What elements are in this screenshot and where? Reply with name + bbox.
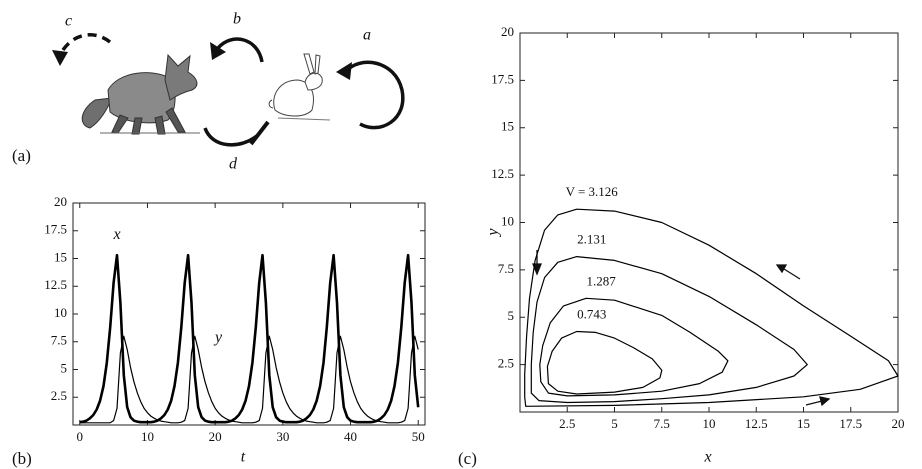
series-label: x	[112, 226, 120, 243]
y-tick-label: 5	[61, 360, 68, 375]
panel-label: (c)	[458, 449, 477, 468]
label-a: a	[363, 27, 371, 44]
x-tick-label: 17.5	[839, 416, 862, 431]
arrow-b	[216, 37, 264, 63]
y-tick-label: 15	[54, 249, 67, 264]
orbit	[546, 330, 663, 395]
x-tick-label: 15	[797, 416, 810, 431]
y-tick-label: 12.5	[491, 166, 514, 181]
x-tick-label: 30	[276, 429, 289, 444]
y-axis-label: y	[485, 228, 502, 238]
x-tick-label: 12.5	[745, 416, 768, 431]
y-tick-label: 7.5	[498, 261, 514, 276]
y-tick-label: 2.5	[51, 388, 67, 403]
orbit-label: 1.287	[587, 273, 617, 288]
orbit	[524, 208, 899, 407]
y-tick-label: 20	[54, 194, 67, 209]
x-tick-label: 50	[412, 429, 425, 444]
y-tick-label: 7.5	[51, 333, 67, 348]
series-line	[79, 253, 420, 424]
arrowhead-c	[52, 50, 68, 66]
arrow-c	[58, 33, 112, 56]
flow-arrows	[532, 250, 831, 407]
plot-frame	[519, 32, 899, 413]
y-tick-label: 17.5	[491, 71, 514, 86]
arrowhead-b	[210, 42, 226, 60]
label-d: d	[229, 156, 238, 173]
label-b: b	[233, 11, 241, 28]
x-tick-label: 20	[209, 429, 222, 444]
x-tick-label: 7.5	[654, 416, 670, 431]
fox-drawing	[81, 53, 200, 135]
series-line	[79, 335, 419, 424]
y-tick-label: 15	[501, 119, 514, 134]
label-c: c	[65, 13, 72, 30]
diagram: c b a d (a)	[12, 11, 405, 173]
rabbit-drawing	[268, 53, 331, 121]
orbit-label: 0.743	[577, 306, 606, 321]
y-tick-label: 17.5	[44, 222, 67, 237]
orbit	[530, 256, 808, 404]
x-tick-label: 2.5	[559, 416, 575, 431]
x-axis-label: t	[241, 449, 246, 466]
y-tick-label: 5	[508, 308, 515, 323]
x-tick-label: 20	[892, 416, 905, 431]
y-tick-label: 2.5	[498, 356, 514, 371]
arrowhead-a	[336, 62, 352, 80]
x-tick-label: 10	[703, 416, 716, 431]
panel-label: (b)	[12, 449, 32, 468]
orbit	[539, 297, 729, 397]
x-tick-label: 40	[344, 429, 357, 444]
x-tick-label: 5	[611, 416, 618, 431]
inhibitor-d	[249, 120, 270, 146]
panel-label: (a)	[12, 146, 31, 165]
y-tick-label: 10	[54, 305, 67, 320]
arrow-a	[343, 60, 405, 130]
x-axis-label: x	[703, 449, 711, 466]
orbit-label: 2.131	[577, 232, 606, 247]
x-tick-label: 10	[141, 429, 154, 444]
x-tick-label: 0	[77, 429, 84, 444]
orbit-label: V = 3.126	[566, 184, 619, 199]
y-tick-label: 20	[501, 24, 514, 39]
series-label: y	[213, 329, 223, 346]
y-tick-label: 10	[501, 213, 514, 228]
y-tick-label: 12.5	[44, 277, 67, 292]
